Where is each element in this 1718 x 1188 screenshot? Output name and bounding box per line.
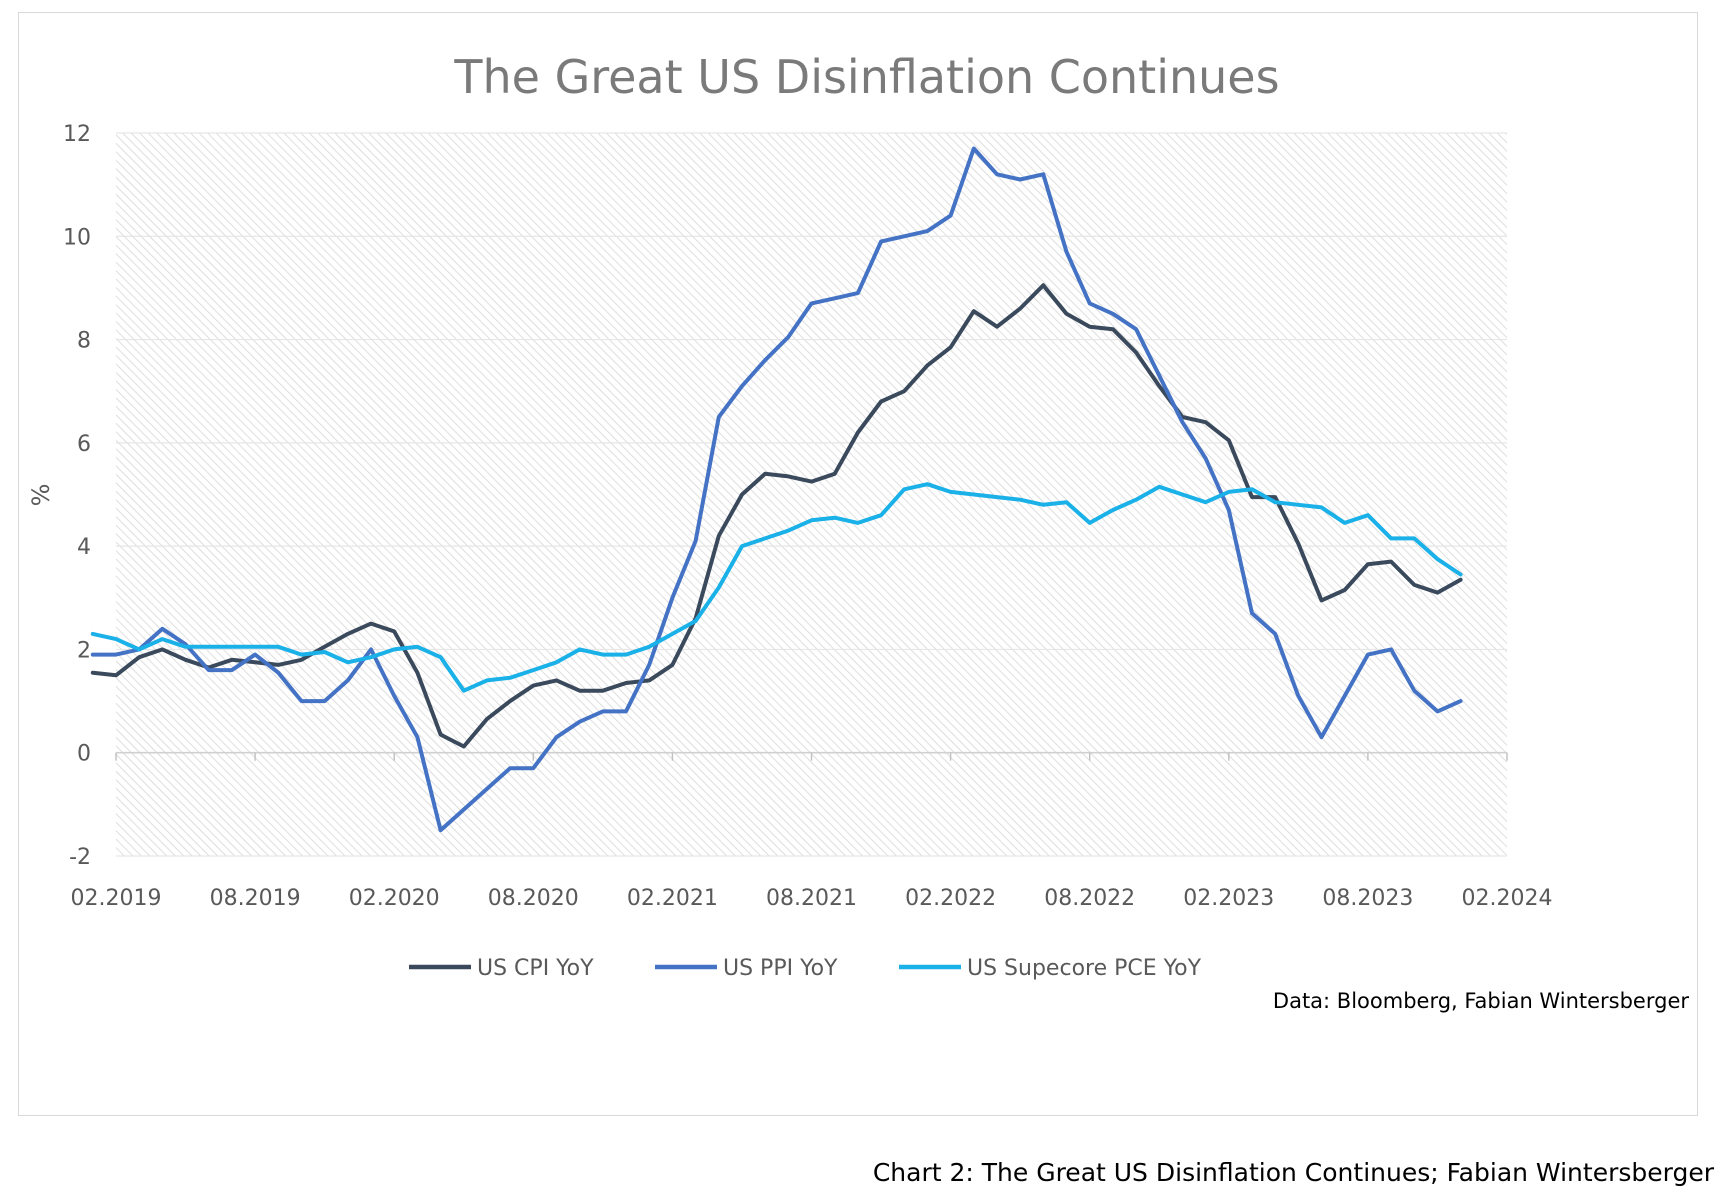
legend-label: US CPI YoY xyxy=(477,956,594,981)
y-tick-label: 2 xyxy=(77,638,91,663)
x-tick-label: 02.2020 xyxy=(349,886,440,911)
x-tick-label: 02.2021 xyxy=(627,886,718,911)
legend-label: US Supecore PCE YoY xyxy=(967,956,1202,981)
x-tick-label: 08.2021 xyxy=(766,886,857,911)
x-tick-label: 08.2019 xyxy=(210,886,301,911)
y-tick-label: -2 xyxy=(69,845,91,870)
legend: US CPI YoY US PPI YoY US Supecore PCE YoY xyxy=(409,956,1202,981)
figure-caption: Chart 2: The Great US Disinflation Conti… xyxy=(872,1158,1714,1187)
y-tick-label: 12 xyxy=(63,122,91,147)
y-axis-ticks: -2 0 2 4 6 8 10 12 xyxy=(63,122,91,870)
plot-area xyxy=(116,133,1507,856)
series-line-us-supecore-pce-yoy xyxy=(90,482,1463,693)
y-axis-label: % xyxy=(27,484,55,507)
x-tick-label: 02.2024 xyxy=(1462,886,1553,911)
x-axis-ticks: 02.2019 08.2019 02.2020 08.2020 02.2021 08.20… xyxy=(71,752,1553,911)
y-tick-label: 10 xyxy=(63,225,91,250)
x-tick-label: 02.2023 xyxy=(1183,886,1274,911)
x-tick-label: 08.2020 xyxy=(488,886,579,911)
line-chart: The Great US Disinflation Continues -202… xyxy=(27,50,1689,1013)
chart-title: The Great US Disinflation Continues xyxy=(453,50,1279,104)
series-lines xyxy=(90,146,1463,833)
source-note: Data: Bloomberg, Fabian Wintersberger xyxy=(1273,989,1689,1013)
y-tick-label: 6 xyxy=(77,432,91,457)
x-tick-label: 08.2022 xyxy=(1044,886,1135,911)
series-line-us-ppi-yoy xyxy=(90,146,1463,833)
legend-label: US PPI YoY xyxy=(723,956,838,981)
series-line-us-cpi-yoy xyxy=(90,283,1463,749)
x-tick-label: 08.2023 xyxy=(1322,886,1413,911)
gridlines xyxy=(116,132,1507,857)
y-tick-label: 0 xyxy=(77,742,91,767)
y-tick-label: 8 xyxy=(77,329,91,354)
chart-frame: The Great US Disinflation Continues -2 0 2… xyxy=(18,12,1698,1116)
x-tick-label: 02.2022 xyxy=(905,886,996,911)
x-tick-label: 02.2019 xyxy=(71,886,162,911)
y-tick-label: 4 xyxy=(77,535,91,560)
